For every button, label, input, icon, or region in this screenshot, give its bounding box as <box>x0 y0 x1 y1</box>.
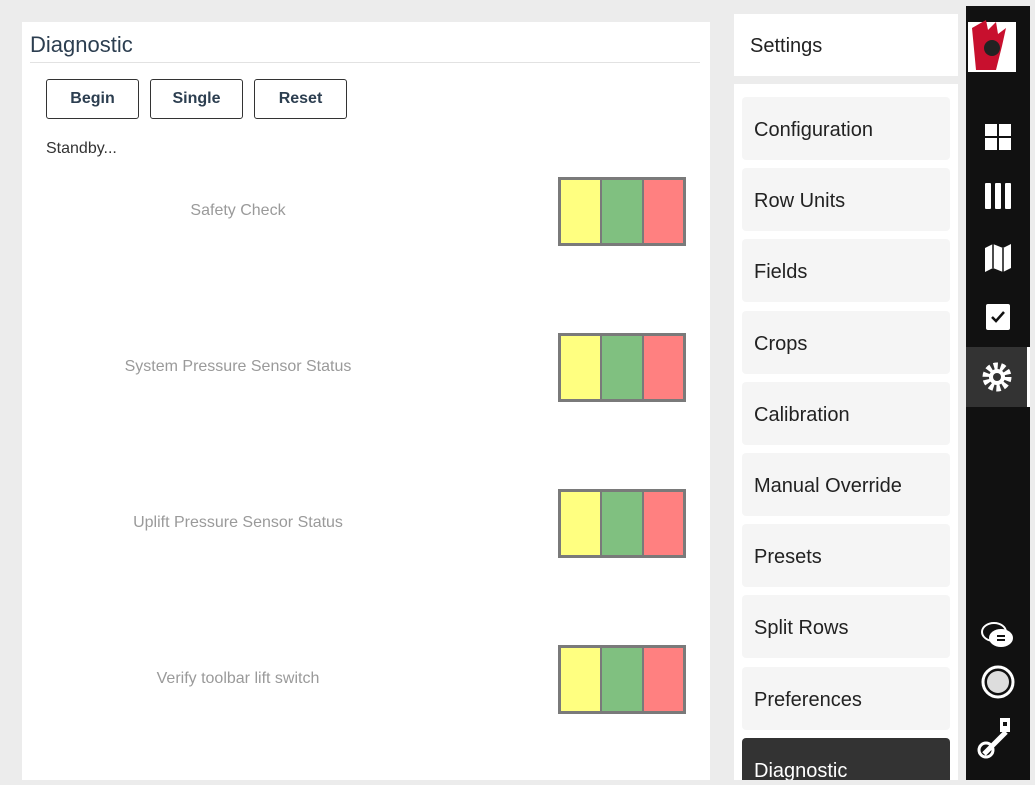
menu-item[interactable]: Split Rows <box>742 595 950 659</box>
panel-title: Diagnostic <box>30 32 133 57</box>
check-label: Verify toolbar lift switch <box>156 670 320 687</box>
menu-item[interactable]: Row Units <box>742 168 950 232</box>
green-light <box>600 336 642 399</box>
green-light <box>600 648 642 711</box>
settings-icon <box>982 362 1012 392</box>
menu-item[interactable]: Presets <box>742 524 950 588</box>
menu-item[interactable]: Crops <box>742 310 950 374</box>
logo-head <box>984 40 1000 56</box>
status-indicator <box>558 645 686 714</box>
yellow-light <box>561 648 601 711</box>
green-light <box>600 180 642 243</box>
divider <box>30 62 700 63</box>
settings-menu: Configuration Row Units Fields Crops Calibra… <box>734 84 958 780</box>
button[interactable]: Begin <box>46 79 139 119</box>
green-light <box>600 492 642 555</box>
status-indicator <box>558 489 686 558</box>
red-light <box>641 336 683 399</box>
active-nav-marker <box>1027 347 1030 407</box>
rows-icon <box>985 183 1011 209</box>
record-ring <box>981 665 1015 699</box>
yellow-light <box>561 180 601 243</box>
menu-item[interactable]: Configuration <box>742 97 950 160</box>
red-light <box>641 648 683 711</box>
button[interactable]: Single <box>150 79 243 119</box>
map-folds <box>992 244 1004 272</box>
settings-header: Settings <box>734 14 958 76</box>
menu-item[interactable]: Manual Override <box>742 453 950 516</box>
nav-bar <box>966 6 1030 780</box>
tool-icon <box>977 718 1010 759</box>
status-text: Standby... <box>46 140 117 157</box>
status-indicator <box>558 177 686 246</box>
red-light <box>641 180 683 243</box>
button[interactable]: Reset <box>254 79 347 119</box>
red-light <box>641 492 683 555</box>
yellow-light <box>561 336 601 399</box>
dashboard-icon <box>985 124 1011 150</box>
check-label: Safety Check <box>190 202 286 219</box>
settings-title: Settings <box>750 35 823 57</box>
check-label: Uplift Pressure Sensor Status <box>133 514 343 531</box>
yellow-light <box>561 492 601 555</box>
menu-item[interactable]: Calibration <box>742 381 950 445</box>
map-icon <box>985 244 1011 272</box>
menu-item[interactable]: Preferences <box>742 666 950 730</box>
menu-item-active[interactable]: Diagnostic <box>742 737 950 780</box>
menu-item[interactable]: Fields <box>742 239 950 303</box>
record-dot <box>987 671 1009 693</box>
check-label: System Pressure Sensor Status <box>124 358 352 375</box>
nav-icons <box>966 20 1030 759</box>
status-indicator <box>558 333 686 402</box>
chat-icon <box>981 622 1013 647</box>
diagnostic-panel: Diagnostic Standby... Begin Single Reset Sa… <box>22 22 710 780</box>
clipboard-check <box>991 311 1005 323</box>
